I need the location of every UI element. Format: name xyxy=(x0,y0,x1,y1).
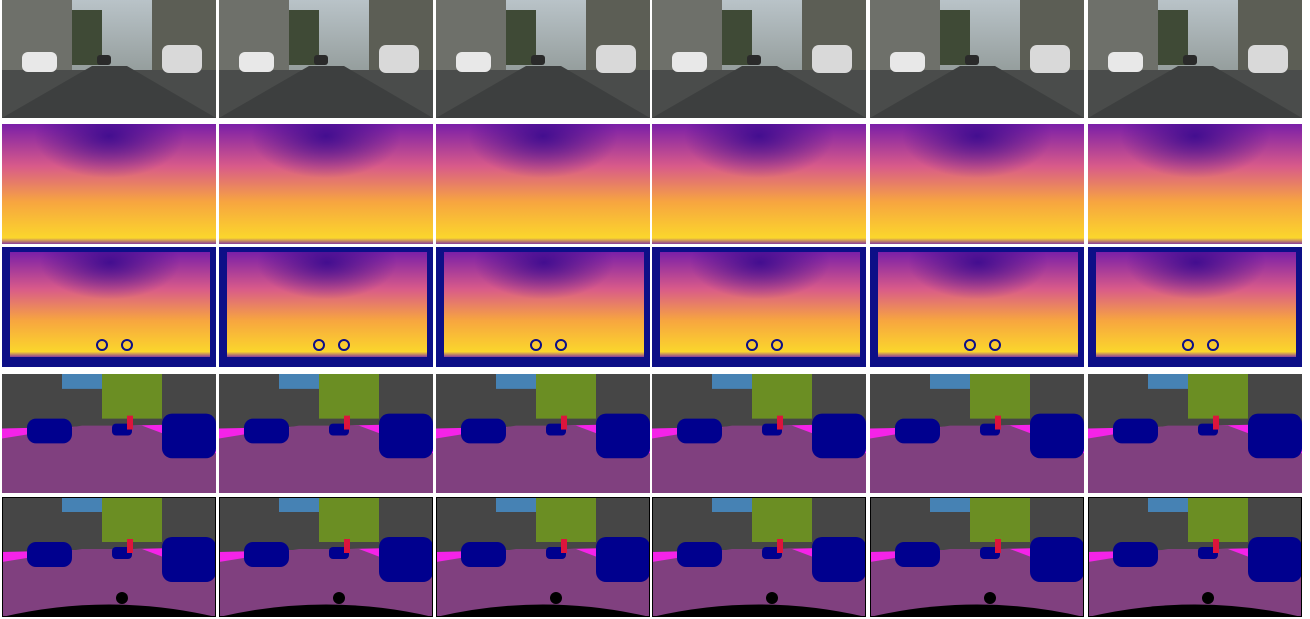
depth-tile xyxy=(2,124,216,244)
photo-tile xyxy=(870,0,1084,118)
photo-tile xyxy=(219,0,433,118)
segfull-tile xyxy=(1088,497,1302,617)
depth-tile xyxy=(1088,124,1302,244)
photo-tile xyxy=(436,0,650,118)
seg-tile xyxy=(436,374,650,493)
photo-tile xyxy=(652,0,866,118)
segfull-tile xyxy=(870,497,1084,617)
depth-tile xyxy=(219,124,433,244)
sparse-tile xyxy=(870,247,1084,367)
depth-tile xyxy=(870,124,1084,244)
sparse-tile xyxy=(652,247,866,367)
seg-tile xyxy=(219,374,433,493)
sparse-tile xyxy=(1088,247,1302,367)
segfull-tile xyxy=(2,497,216,617)
sparse-tile xyxy=(219,247,433,367)
seg-tile xyxy=(870,374,1084,493)
segfull-tile xyxy=(436,497,650,617)
photo-tile xyxy=(2,0,216,118)
depth-tile xyxy=(436,124,650,244)
sparse-tile xyxy=(2,247,216,367)
depth-tile xyxy=(652,124,866,244)
seg-tile xyxy=(1088,374,1302,493)
seg-tile xyxy=(652,374,866,493)
seg-tile xyxy=(2,374,216,493)
segfull-tile xyxy=(219,497,433,617)
sparse-tile xyxy=(436,247,650,367)
segfull-tile xyxy=(652,497,866,617)
photo-tile xyxy=(1088,0,1302,118)
